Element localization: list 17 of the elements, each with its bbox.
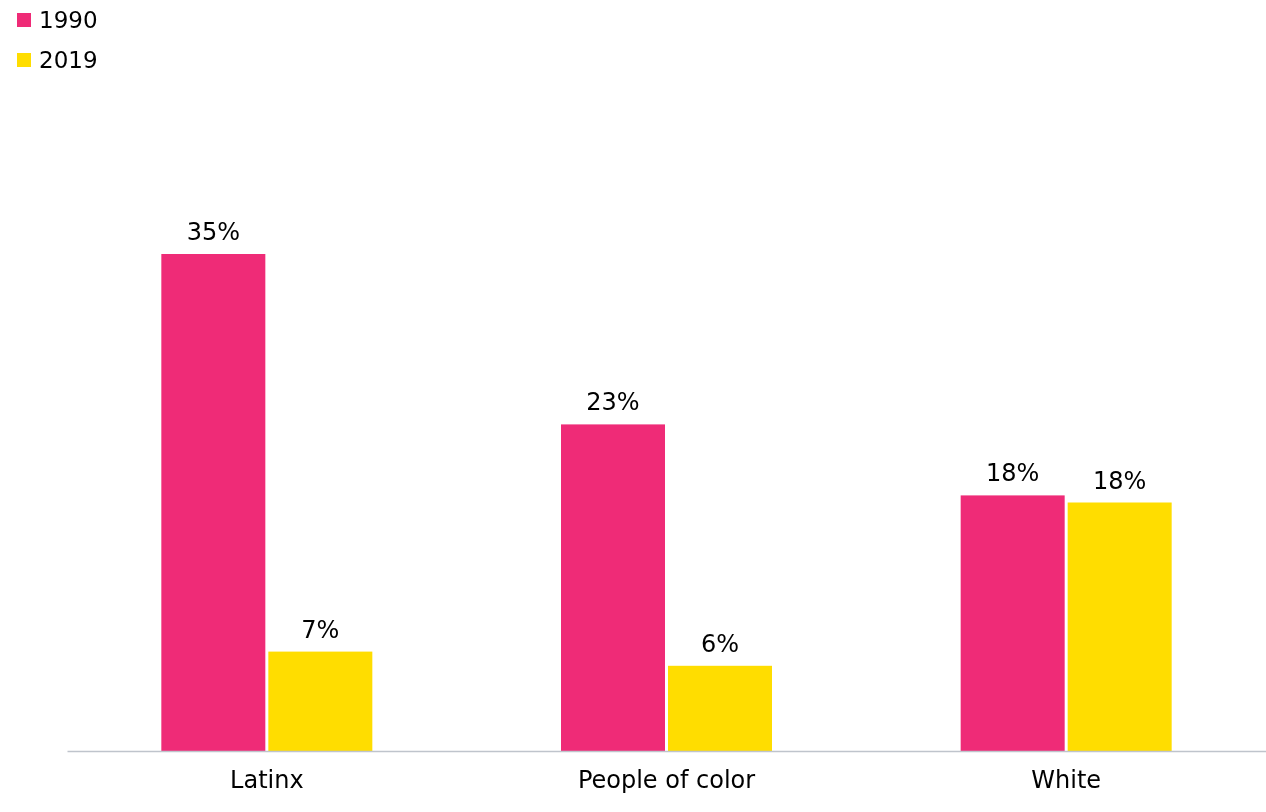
data-label: 7%: [301, 615, 340, 644]
bar: [161, 254, 266, 751]
x-tick-label: White: [1031, 766, 1102, 795]
legend-label: 1990: [39, 7, 98, 34]
data-label: 18%: [1092, 466, 1147, 495]
x-tick-label: Latinx: [230, 766, 304, 795]
bar: [1067, 502, 1172, 751]
bar: [268, 651, 373, 751]
x-tick-label: People of color: [577, 766, 756, 795]
data-label: 23%: [586, 388, 640, 417]
legend-label: 2019: [39, 47, 98, 74]
bar: [668, 665, 772, 751]
data-label: 6%: [700, 629, 740, 658]
bar: [561, 424, 665, 751]
bar: [960, 495, 1065, 751]
data-label: 18%: [985, 459, 1040, 488]
data-label: 35%: [186, 218, 241, 246]
